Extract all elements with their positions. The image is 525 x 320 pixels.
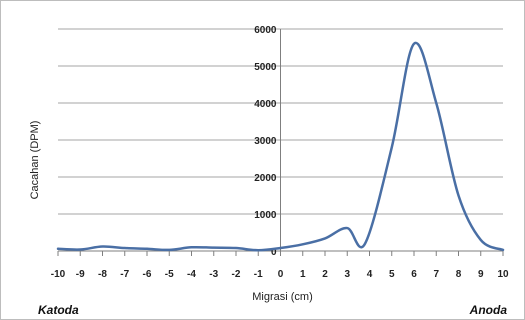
x-tick-label: 1: [300, 269, 306, 280]
x-tick-label: -6: [143, 269, 152, 280]
x-tick-labels: -10 -9 -8 -7 -6 -5 -4 -3 -2 -1 0 1 2 3 4 5 6 7 8 9 10: [51, 269, 509, 280]
x-tick-label: 0: [278, 269, 284, 280]
x-tick-label: -1: [254, 269, 263, 280]
y-axis-title: Cacahan (DPM): [29, 121, 41, 200]
x-tick-label: 10: [497, 269, 509, 280]
x-axis-title: Migrasi (cm): [252, 291, 313, 303]
y-tick-label: 4000: [254, 99, 277, 110]
anode-label: Anoda: [469, 303, 508, 317]
x-tick-label: 3: [344, 269, 350, 280]
series-line: [56, 41, 505, 252]
x-tick-label: -3: [209, 269, 218, 280]
x-tick-label: -10: [51, 269, 66, 280]
x-tick-label: 2: [322, 269, 328, 280]
axes: [57, 29, 504, 256]
cathode-label: Katoda: [38, 303, 79, 317]
y-tick-label: 6000: [254, 25, 277, 36]
y-tick-label: 3000: [254, 136, 277, 147]
series-lines: [56, 41, 505, 252]
y-tick-label: 0: [271, 247, 277, 258]
x-tick-label: 4: [367, 269, 373, 280]
x-tick-label: -8: [98, 269, 107, 280]
x-tick-label: -9: [76, 269, 85, 280]
x-tick-label: -7: [120, 269, 129, 280]
x-tick-label: -4: [187, 269, 196, 280]
y-tick-label: 5000: [254, 62, 277, 73]
x-tick-label: 6: [411, 269, 417, 280]
x-tick-label: -5: [165, 269, 174, 280]
y-tick-label: 1000: [254, 210, 277, 221]
x-tick-label: 8: [456, 269, 462, 280]
y-tick-labels: 0 1000 2000 3000 4000 5000 6000: [254, 25, 277, 258]
x-tick-label: 7: [433, 269, 439, 280]
x-tick-label: 5: [389, 269, 395, 280]
x-tick-label: 9: [478, 269, 484, 280]
y-tick-label: 2000: [254, 173, 277, 184]
x-tick-label: -2: [232, 269, 241, 280]
